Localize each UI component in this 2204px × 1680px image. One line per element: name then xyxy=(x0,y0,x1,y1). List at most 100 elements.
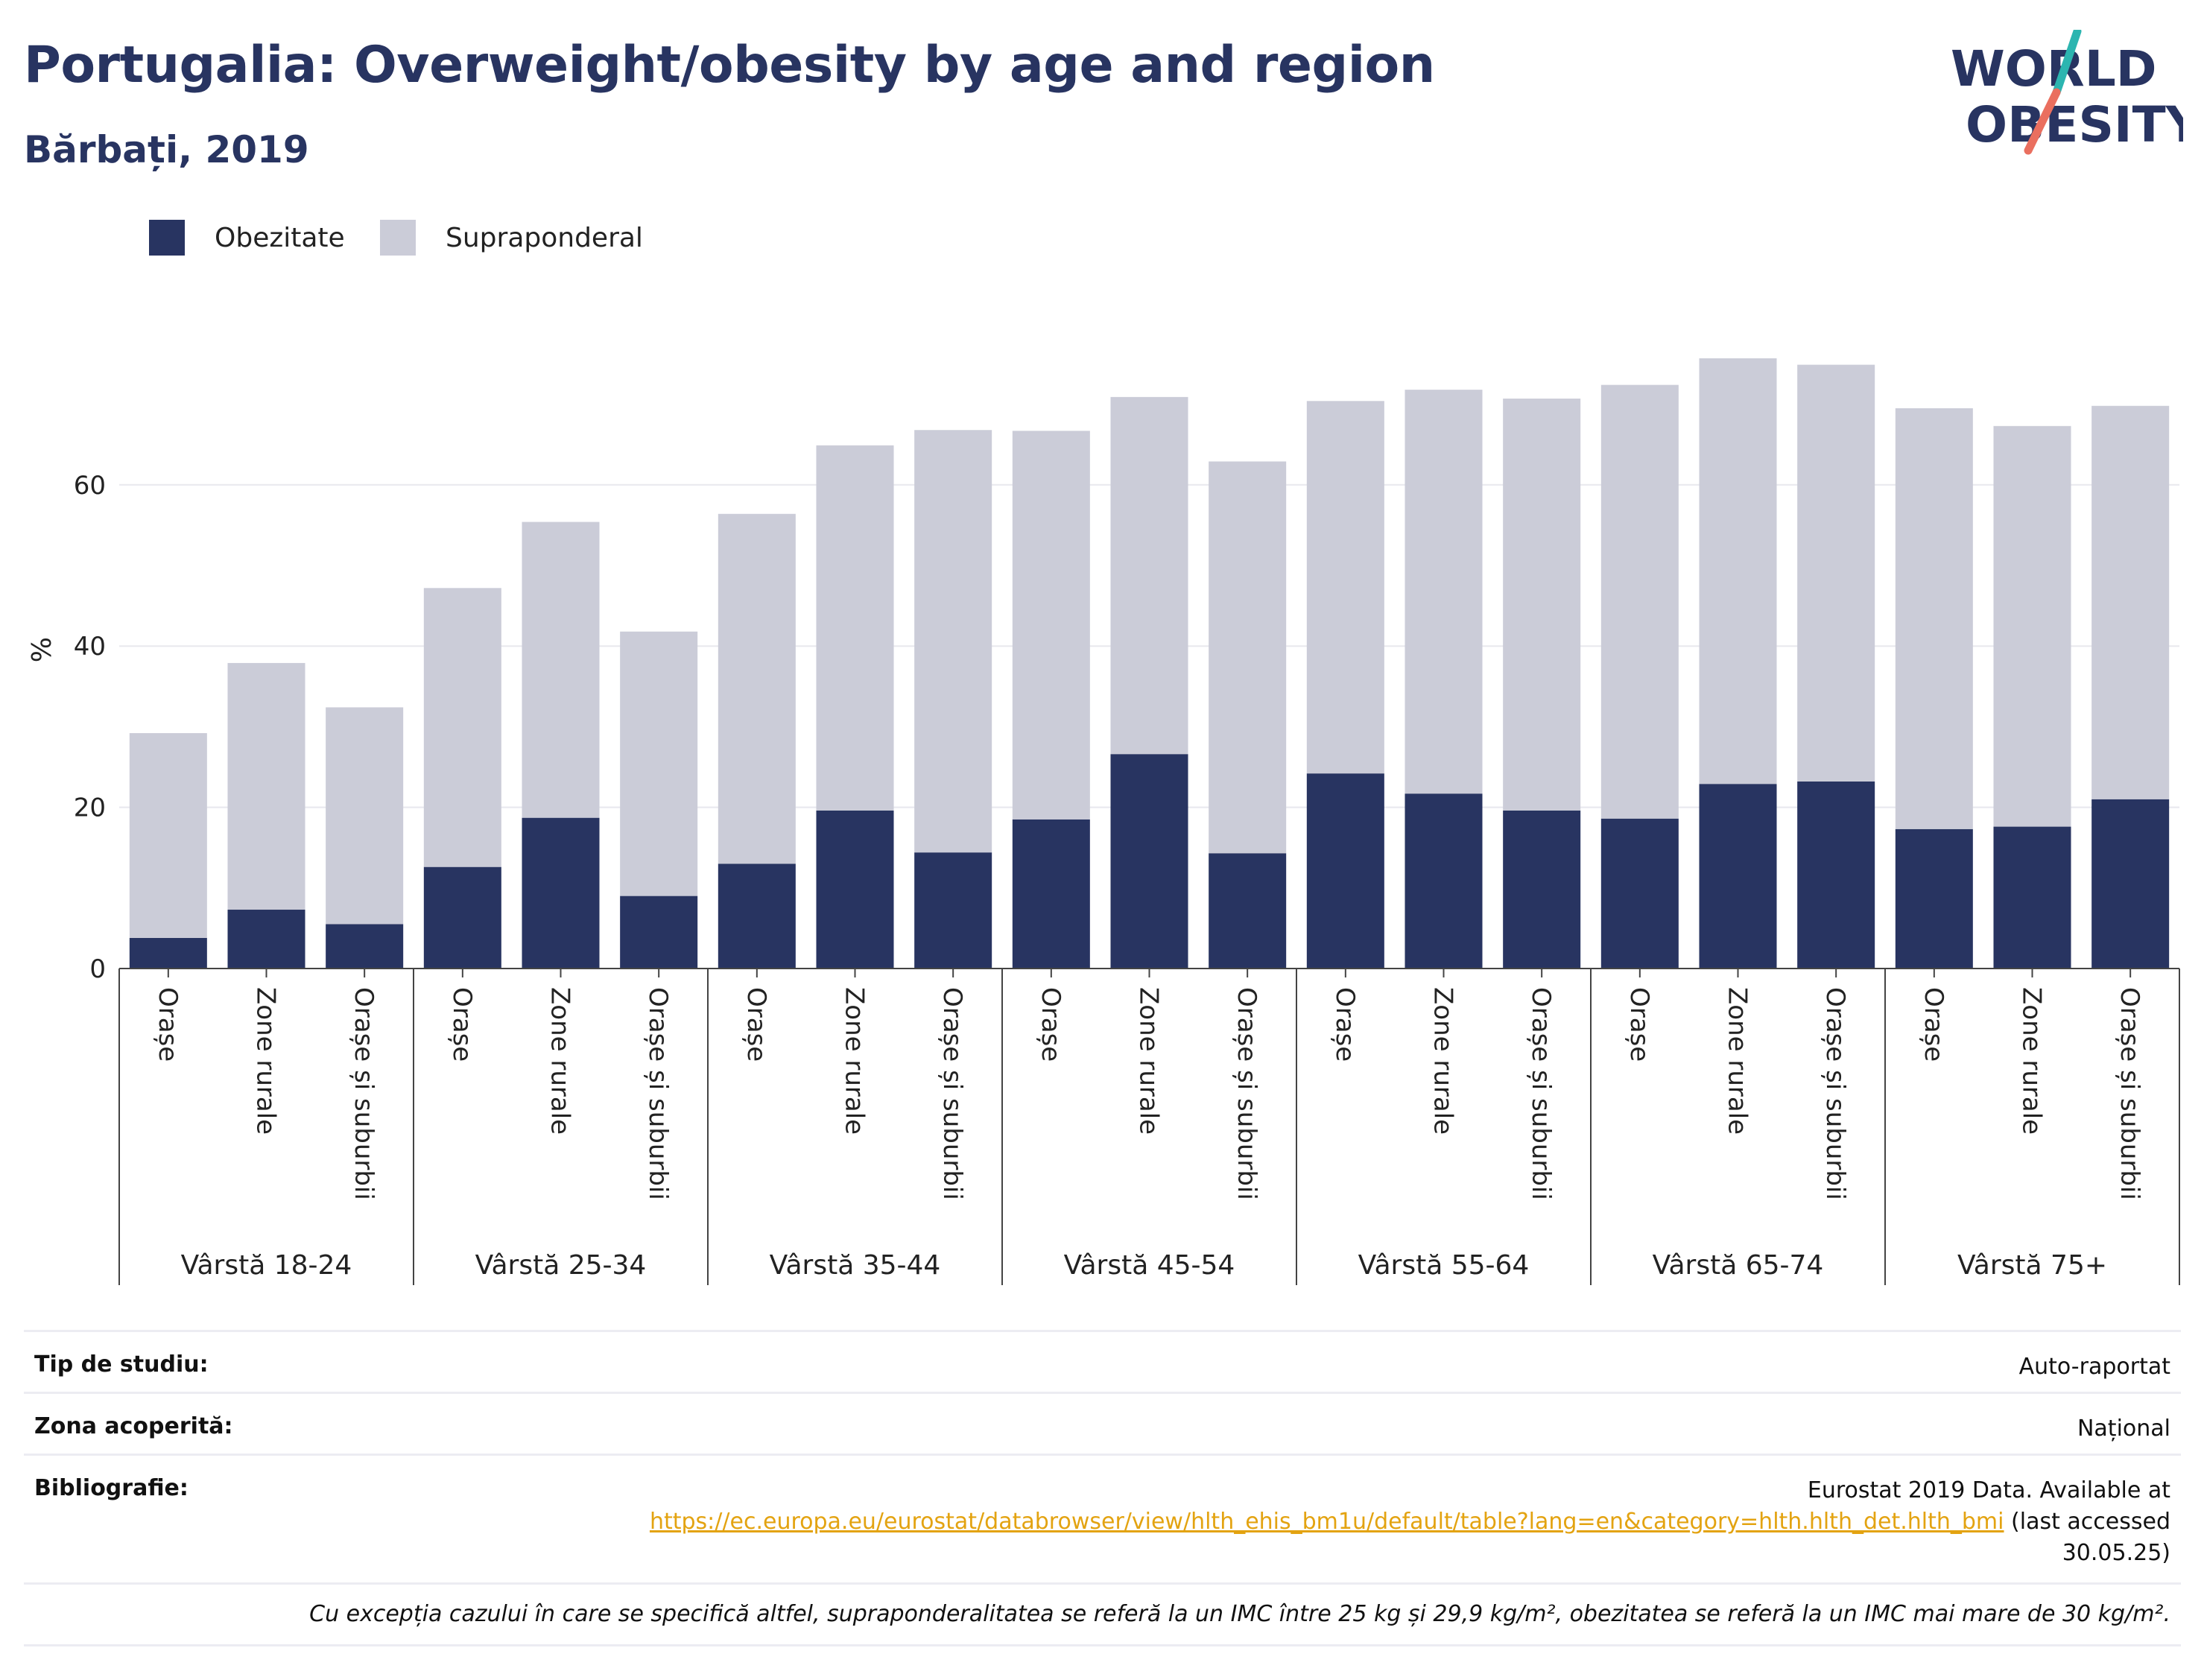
legend-label-obezitate: Obezitate xyxy=(215,222,345,253)
bar-supraponderal[interactable] xyxy=(1012,431,1090,820)
x-tick-label: Orașe și suburbii xyxy=(2115,987,2144,1200)
x-tick-label: Orașe xyxy=(741,987,771,1062)
chart-title: Portugalia: Overweight/obesity by age an… xyxy=(24,36,1435,95)
legend-swatch-supraponderal xyxy=(380,220,416,256)
bibliography-label: Bibliografie: xyxy=(34,1475,189,1501)
x-tick-label: Orașe și suburbii xyxy=(349,987,379,1200)
info-row-study-type: Tip de studiu: Auto-raportat xyxy=(24,1330,2181,1392)
bibliography-line2: https://ec.europa.eu/eurostat/databrowse… xyxy=(650,1506,2170,1538)
bar-obezitate[interactable] xyxy=(1012,819,1090,969)
bar-supraponderal[interactable] xyxy=(1797,364,1875,782)
bar-obezitate[interactable] xyxy=(816,810,894,969)
bar-obezitate[interactable] xyxy=(2091,799,2170,969)
coverage-value: Național xyxy=(2077,1416,2170,1442)
bar-obezitate[interactable] xyxy=(718,863,796,969)
x-tick-label: Zone rurale xyxy=(1134,987,1164,1135)
bar-obezitate[interactable] xyxy=(1797,781,1875,969)
bar-supraponderal[interactable] xyxy=(1405,390,1483,794)
bar-supraponderal[interactable] xyxy=(1699,358,1777,784)
info-row-footnote: Cu excepția cazului în care se specifică… xyxy=(24,1582,2181,1646)
info-table: Tip de studiu: Auto-raportat Zona acoper… xyxy=(24,1330,2181,1646)
x-tick-label: Zone rurale xyxy=(1723,987,1752,1135)
bar-supraponderal[interactable] xyxy=(1306,401,1384,774)
x-tick-label: Orașe xyxy=(1624,987,1654,1062)
x-tick-label: Orașe și suburbii xyxy=(1526,987,1556,1200)
x-tick-label: Orașe și suburbii xyxy=(643,987,673,1200)
bar-obezitate[interactable] xyxy=(914,852,992,969)
bar-supraponderal[interactable] xyxy=(2091,405,2170,799)
x-tick-label: Orașe și suburbii xyxy=(1232,987,1261,1200)
x-tick-label: Zone rurale xyxy=(251,987,281,1135)
info-row-coverage: Zona acoperită: Național xyxy=(24,1392,2181,1454)
bibliography-line3: 30.05.25) xyxy=(2062,1540,2170,1566)
info-row-bibliography: Bibliografie: Eurostat 2019 Data. Availa… xyxy=(24,1454,2181,1582)
bar-obezitate[interactable] xyxy=(1600,818,1679,969)
bibliography-after-link: (last accessed xyxy=(2011,1509,2170,1535)
bar-supraponderal[interactable] xyxy=(326,707,404,925)
bibliography-line1: Eurostat 2019 Data. Available at xyxy=(1807,1477,2170,1503)
bar-obezitate[interactable] xyxy=(1895,828,1973,969)
coverage-label: Zona acoperită: xyxy=(34,1413,233,1439)
bar-obezitate[interactable] xyxy=(227,910,305,969)
x-tick-label: Zone rurale xyxy=(2017,987,2047,1135)
x-tick-label: Zone rurale xyxy=(840,987,870,1135)
logo-slash-teal xyxy=(2052,30,2082,97)
logo-word-obesity: OBESITY xyxy=(1966,96,2183,153)
bar-supraponderal[interactable] xyxy=(914,430,992,853)
group-label: Vârstă 18-24 xyxy=(181,1250,352,1281)
group-label: Vârstă 45-54 xyxy=(1064,1250,1235,1281)
bar-supraponderal[interactable] xyxy=(522,522,600,818)
group-label: Vârstă 55-64 xyxy=(1358,1250,1530,1281)
bar-obezitate[interactable] xyxy=(1405,793,1483,969)
bar-obezitate[interactable] xyxy=(1503,810,1581,969)
legend-item-supraponderal[interactable]: Supraponderal xyxy=(380,220,643,256)
bar-obezitate[interactable] xyxy=(423,866,501,969)
world-obesity-logo: WORLD OBESITY xyxy=(1951,30,2183,155)
x-tick-label: Zone rurale xyxy=(1428,987,1458,1135)
bar-supraponderal[interactable] xyxy=(816,445,894,811)
bar-supraponderal[interactable] xyxy=(1993,425,2071,827)
x-tick-label: Orașe xyxy=(1919,987,1948,1062)
bar-supraponderal[interactable] xyxy=(1600,384,1679,819)
bar-supraponderal[interactable] xyxy=(718,513,796,864)
bar-obezitate[interactable] xyxy=(1306,773,1384,969)
y-axis-label: % xyxy=(27,637,57,662)
x-tick-label: Orașe și suburbii xyxy=(937,987,967,1200)
y-tick-label: 20 xyxy=(74,793,106,823)
bar-obezitate[interactable] xyxy=(1993,826,2071,969)
x-tick-label: Orașe xyxy=(1036,987,1065,1062)
study-type-value: Auto-raportat xyxy=(2018,1354,2170,1380)
bar-supraponderal[interactable] xyxy=(1209,461,1287,854)
bibliography-value: Eurostat 2019 Data. Available at https:/… xyxy=(650,1475,2170,1569)
x-tick-label: Orașe xyxy=(1330,987,1360,1062)
bar-obezitate[interactable] xyxy=(1209,853,1287,969)
bar-obezitate[interactable] xyxy=(1110,754,1188,969)
legend-item-obezitate[interactable]: Obezitate xyxy=(149,220,345,256)
y-tick-label: 0 xyxy=(89,954,106,984)
chart-subtitle: Bărbați, 2019 xyxy=(24,128,309,171)
group-label: Vârstă 65-74 xyxy=(1653,1250,1824,1281)
bar-obezitate[interactable] xyxy=(1699,784,1777,969)
y-tick-label: 40 xyxy=(74,632,106,662)
group-label: Vârstă 25-34 xyxy=(475,1250,647,1281)
bar-supraponderal[interactable] xyxy=(423,588,501,867)
x-tick-label: Orașe xyxy=(447,987,477,1062)
logo-slash-coral xyxy=(2024,88,2061,155)
x-tick-label: Orașe xyxy=(153,987,183,1062)
bar-obezitate[interactable] xyxy=(326,924,404,969)
bar-supraponderal[interactable] xyxy=(129,733,207,938)
legend-swatch-obezitate xyxy=(149,220,185,256)
stacked-bar-chart: 0 20 40 60% Orașe Zone rurale Orașe și suburbi… xyxy=(27,358,2180,1285)
bar-supraponderal[interactable] xyxy=(1503,399,1581,811)
bar-supraponderal[interactable] xyxy=(1110,396,1188,755)
bar-obezitate[interactable] xyxy=(522,817,600,969)
bar-obezitate[interactable] xyxy=(129,937,207,969)
legend-label-supraponderal: Supraponderal xyxy=(446,222,643,253)
bibliography-link[interactable]: https://ec.europa.eu/eurostat/databrowse… xyxy=(649,1509,2004,1535)
bar-supraponderal[interactable] xyxy=(620,631,698,896)
x-tick-label: Orașe și suburbii xyxy=(1820,987,1850,1200)
bar-obezitate[interactable] xyxy=(620,896,698,969)
x-tick-label: Zone rurale xyxy=(545,987,575,1135)
bar-supraponderal[interactable] xyxy=(227,662,305,910)
bar-supraponderal[interactable] xyxy=(1895,408,1973,829)
